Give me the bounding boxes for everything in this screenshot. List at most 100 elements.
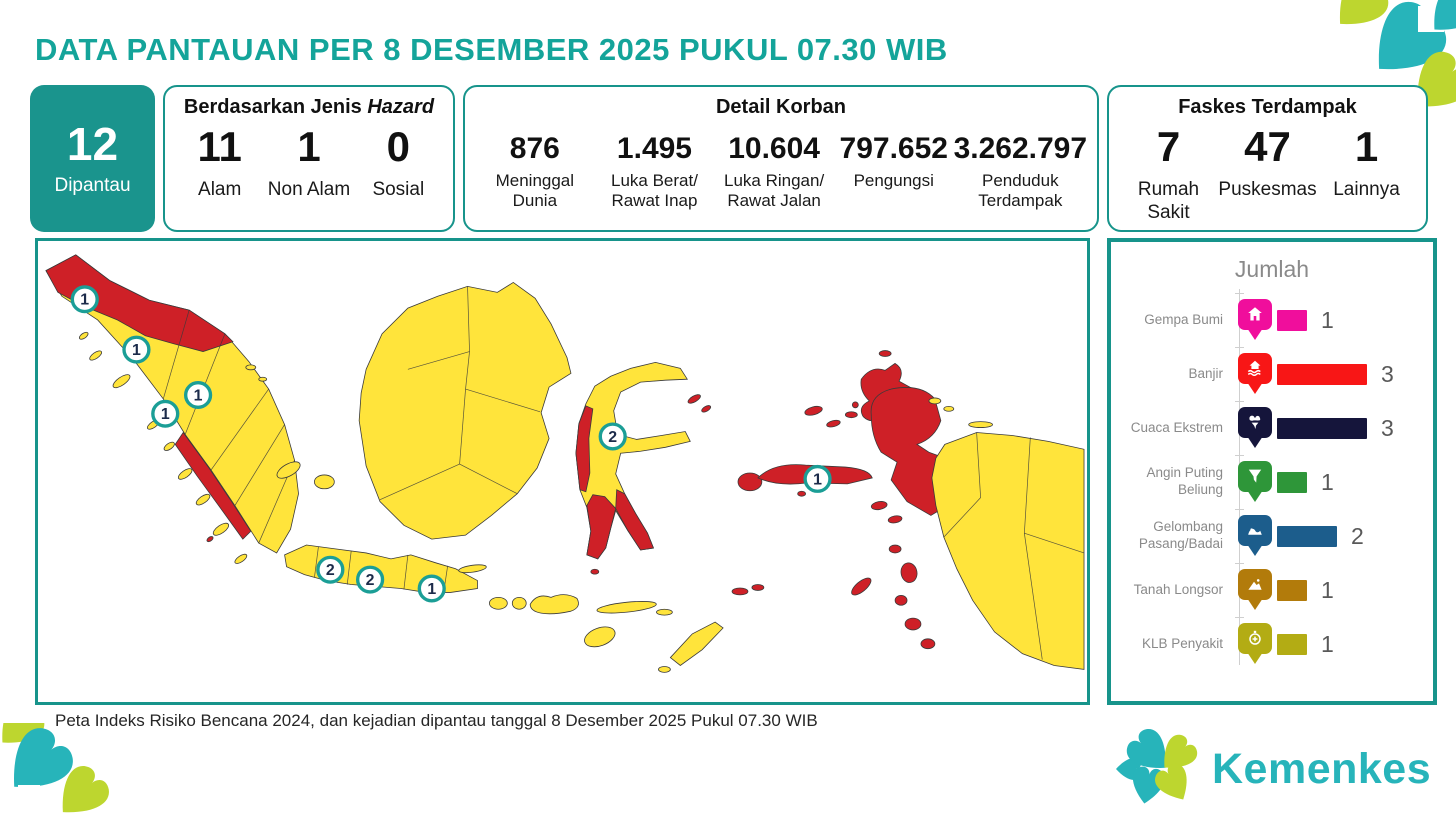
stat-value: 0 [386,123,410,170]
chart-category-label: Tanah Longsor [1133,581,1223,597]
map-marker: 2 [598,422,627,451]
hazard-pin-icon [1238,515,1272,556]
map-marker: 2 [355,565,385,594]
bar-value: 3 [1381,414,1394,441]
stat-item: 3.262.797 Penduduk Terdampak [954,125,1087,211]
region-papua [931,432,1085,670]
bar [1277,363,1367,385]
bar [1277,579,1307,601]
bar-value: 2 [1351,522,1364,549]
chart-row: Banjir 3 [1111,347,1433,401]
stat-item: 47 Puskesmas [1218,123,1317,202]
hazard-type-card: Berdasarkan Jenis Hazard 11 Alam 1 Non A… [163,85,455,232]
stats-row: 12 Dipantau Berdasarkan Jenis Hazard 11 … [30,85,1428,232]
stat-value: 1 [297,123,321,170]
monitored-label: Dipantau [54,174,131,196]
region-bengkulu [174,431,252,540]
kemenkes-logo-text: Kemenkes [1212,744,1432,793]
svg-text:1: 1 [80,292,89,309]
map-marker: 1 [70,285,99,314]
bar-value: 1 [1321,306,1334,333]
region-kalimantan [358,281,572,540]
chart-row: KLB Penyakit 1 [1111,617,1433,671]
stat-item: 1.495 Luka Berat/ Rawat Inap [595,125,715,211]
chart-category-label: Angin Puting Beliung [1146,465,1223,497]
hazard-items: 11 Alam 1 Non Alam 0 Sosial [165,119,453,230]
bar-value: 1 [1321,576,1334,603]
lesser-sunda-islands [458,564,872,673]
chart-category-label: KLB Penyakit [1141,635,1223,651]
hazard-title-prefix: Berdasarkan Jenis [183,96,368,118]
stat-value: 876 [509,132,560,165]
papua-north-islands [928,397,993,428]
stat-value: 10.604 [728,132,820,165]
papua-province-borders [943,432,1085,660]
bar [1277,525,1337,547]
svg-text:2: 2 [366,572,375,589]
region-south-sulawesi [586,494,617,560]
victim-card-title: Detail Korban [715,96,847,118]
hazard-card-title: Berdasarkan Jenis Hazard [184,96,434,119]
region-southeast-sulawesi [615,489,655,551]
chart-row: Gelombang Pasang/Badai 2 [1111,509,1433,563]
bar-value: 1 [1321,630,1334,657]
region-west-sulawesi [575,405,594,493]
page-title: DATA PANTAUAN PER 8 DESEMBER 2025 PUKUL … [35,32,948,67]
hazard-pin-icon [1238,353,1272,394]
stat-value: 797.652 [839,132,948,165]
north-sulawesi-islands [590,394,712,575]
victim-detail-card: Detail Korban 876 Meninggal Dunia 1.495 … [463,85,1099,232]
chart-row: Cuaca Ekstrem 3 [1111,401,1433,455]
bar [1277,471,1307,493]
hazard-pin-icon [1238,299,1272,340]
chart-row: Angin Puting Beliung 1 [1111,455,1433,509]
svg-text:2: 2 [326,562,335,579]
hazard-pin-icon [1238,407,1272,448]
svg-text:1: 1 [161,406,170,423]
small-islands-west-sumatra [79,331,335,564]
bar [1277,309,1307,331]
bar [1277,417,1367,439]
svg-text:2: 2 [608,429,617,446]
bar-value: 3 [1381,360,1394,387]
stat-value: 7 [1156,123,1181,170]
stat-item: 11 Alam [175,123,264,202]
stat-label: Sosial [372,179,425,201]
korban-items: 876 Meninggal Dunia 1.495 Luka Berat/ Ra… [465,119,1097,230]
stat-item: 0 Sosial [354,123,443,202]
hazard-pin-icon [1238,569,1272,610]
svg-text:1: 1 [427,581,436,598]
map-marker: 1 [803,464,832,493]
stat-label: Alam [198,179,242,201]
stat-value: 11 [197,123,242,170]
kemenkes-logo: Kemenkes [1116,728,1431,810]
stat-label: Luka Ringan/ Rawat Jalan [724,170,825,210]
map-marker: 2 [316,555,345,584]
stat-value: 47 [1244,123,1291,170]
stat-label: Pengungsi [853,170,934,190]
map-marker: 1 [122,335,151,364]
stat-label: Lainnya [1333,179,1400,201]
stat-label: Luka Berat/ Rawat Inap [610,170,698,210]
stat-item: 7 Rumah Sakit [1119,123,1218,225]
svg-text:1: 1 [813,471,822,488]
stat-item: 1 Non Alam [264,123,353,202]
stat-item: 797.652 Pengungsi [834,125,954,191]
stat-label: Puskesmas [1218,179,1317,201]
stat-item: 10.604 Luka Ringan/ Rawat Jalan [714,125,834,211]
map-marker: 1 [417,574,446,603]
stat-label: Penduduk Terdampak [978,170,1063,210]
kalimantan-province-borders [379,286,541,500]
hazard-count-panel: Jumlah Gempa Bumi 1 Banjir 3 Cuaca Ekstr… [1107,238,1437,705]
hazard-pin-icon [1238,461,1272,502]
stat-label: Non Alam [267,179,351,201]
chart-row: Gempa Bumi 1 [1111,293,1433,347]
stat-value: 3.262.797 [953,132,1088,165]
chart-title: Jumlah [1234,256,1310,282]
chart-category-label: Banjir [1188,365,1223,381]
map-marker: 1 [183,380,213,410]
stat-label: Meninggal Dunia [495,170,575,210]
map-markers: 1 1 1 1 2 1 2 2 1 [70,285,832,603]
map-caption: Peta Indeks Risiko Bencana 2024, dan kej… [55,711,818,730]
svg-text:1: 1 [132,342,141,359]
